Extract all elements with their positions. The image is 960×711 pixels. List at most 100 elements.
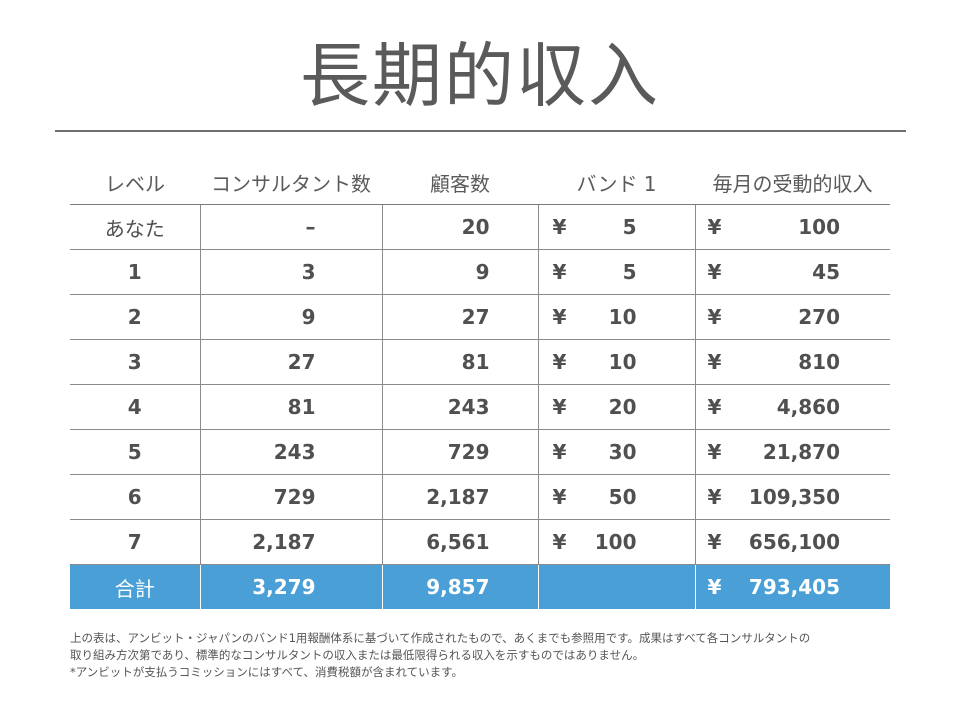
income-cell: ¥45 — [695, 249, 890, 295]
consultants-cell: 243 — [200, 429, 383, 475]
table-row: あなた – 20 ¥5 ¥100 — [70, 204, 890, 250]
total-customers: 9,857 — [382, 564, 539, 609]
header-income: 毎月の受動的収入 — [695, 160, 890, 205]
yen-symbol: ¥ — [552, 350, 567, 374]
income-value: 656,100 — [748, 530, 840, 554]
band-value: 50 — [608, 485, 637, 509]
table-row: 6 729 2,187 ¥50 ¥109,350 — [70, 474, 890, 520]
band-value: 10 — [608, 305, 637, 329]
title-divider — [55, 130, 906, 132]
consultants-cell: – — [200, 204, 383, 250]
income-value: 45 — [812, 260, 840, 284]
yen-symbol: ¥ — [552, 215, 567, 239]
table-row: 2 9 27 ¥10 ¥270 — [70, 294, 890, 340]
band-value: 100 — [594, 530, 637, 554]
customers-cell: 81 — [382, 339, 539, 385]
consultants-cell: 81 — [200, 384, 383, 430]
income-value: 109,350 — [748, 485, 840, 509]
level-cell: 4 — [70, 384, 201, 430]
level-cell: 5 — [70, 429, 201, 475]
band-cell: ¥100 — [538, 519, 696, 565]
band-value: 5 — [622, 215, 637, 239]
band-cell: ¥20 — [538, 384, 696, 430]
income-cell: ¥100 — [695, 204, 890, 250]
band-cell: ¥10 — [538, 294, 696, 340]
yen-symbol: ¥ — [707, 485, 722, 509]
yen-symbol: ¥ — [707, 305, 722, 329]
total-row: 合計 3,279 9,857 ¥793,405 — [70, 564, 890, 609]
income-value: 4,860 — [776, 395, 840, 419]
consultants-cell: 9 — [200, 294, 383, 340]
yen-symbol: ¥ — [552, 440, 567, 464]
total-consultants: 3,279 — [200, 564, 383, 609]
yen-symbol: ¥ — [707, 530, 722, 554]
table-header-row: レベル コンサルタント数 顧客数 バンド 1 毎月の受動的収入 — [70, 160, 890, 205]
level-cell: あなた — [70, 204, 201, 250]
band-cell: ¥5 — [538, 204, 696, 250]
yen-symbol: ¥ — [707, 350, 722, 374]
consultants-cell: 3 — [200, 249, 383, 295]
income-value: 21,870 — [762, 440, 840, 464]
customers-cell: 2,187 — [382, 474, 539, 520]
customers-cell: 9 — [382, 249, 539, 295]
band-value: 20 — [608, 395, 637, 419]
footnote-line: *アンビットが支払うコミッションにはすべて、消費税額が含まれています。 — [70, 665, 463, 679]
yen-symbol: ¥ — [552, 260, 567, 284]
footnotes: 上の表は、アンビット・ジャパンのバンド1用報酬体系に基づいて作成されたもので、あ… — [70, 630, 900, 681]
customers-cell: 729 — [382, 429, 539, 475]
table-row: 4 81 243 ¥20 ¥4,860 — [70, 384, 890, 430]
page-title: 長期的収入 — [300, 35, 660, 117]
income-cell: ¥4,860 — [695, 384, 890, 430]
customers-cell: 20 — [382, 204, 539, 250]
band-cell: ¥5 — [538, 249, 696, 295]
income-value: 100 — [798, 215, 840, 239]
header-level: レベル — [70, 160, 200, 205]
income-cell: ¥21,870 — [695, 429, 890, 475]
band-value: 30 — [608, 440, 637, 464]
yen-symbol: ¥ — [707, 440, 722, 464]
total-band-empty — [538, 564, 696, 609]
total-income-cell: ¥793,405 — [695, 564, 890, 609]
customers-cell: 6,561 — [382, 519, 539, 565]
band-cell: ¥30 — [538, 429, 696, 475]
income-cell: ¥109,350 — [695, 474, 890, 520]
income-value: 810 — [798, 350, 840, 374]
level-cell: 3 — [70, 339, 201, 385]
income-cell: ¥810 — [695, 339, 890, 385]
customers-cell: 243 — [382, 384, 539, 430]
yen-symbol: ¥ — [552, 305, 567, 329]
income-cell: ¥656,100 — [695, 519, 890, 565]
table-row: 7 2,187 6,561 ¥100 ¥656,100 — [70, 519, 890, 565]
yen-symbol: ¥ — [552, 485, 567, 509]
level-cell: 1 — [70, 249, 201, 295]
income-table: レベル コンサルタント数 顧客数 バンド 1 毎月の受動的収入 あなた – 20… — [70, 160, 890, 609]
consultants-cell: 2,187 — [200, 519, 383, 565]
table-row: 5 243 729 ¥30 ¥21,870 — [70, 429, 890, 475]
total-label: 合計 — [70, 564, 201, 609]
total-income-value: 793,405 — [748, 575, 840, 599]
footnote-line: 取り組み方次第であり、標準的なコンサルタントの収入または最低限得られる収入を示す… — [70, 648, 645, 662]
level-cell: 2 — [70, 294, 201, 340]
band-cell: ¥50 — [538, 474, 696, 520]
level-cell: 7 — [70, 519, 201, 565]
header-customers: 顧客数 — [382, 160, 538, 205]
level-cell: 6 — [70, 474, 201, 520]
yen-symbol: ¥ — [707, 260, 722, 284]
band-value: 10 — [608, 350, 637, 374]
yen-symbol: ¥ — [552, 395, 567, 419]
band-cell: ¥10 — [538, 339, 696, 385]
band-value: 5 — [622, 260, 637, 284]
yen-symbol: ¥ — [552, 530, 567, 554]
footnote-line: 上の表は、アンビット・ジャパンのバンド1用報酬体系に基づいて作成されたもので、あ… — [70, 631, 811, 645]
table-row: 1 3 9 ¥5 ¥45 — [70, 249, 890, 295]
table-row: 3 27 81 ¥10 ¥810 — [70, 339, 890, 385]
header-band: バンド 1 — [538, 160, 695, 205]
consultants-cell: 729 — [200, 474, 383, 520]
header-consultants: コンサルタント数 — [200, 160, 382, 205]
yen-symbol: ¥ — [707, 575, 722, 599]
income-value: 270 — [798, 305, 840, 329]
consultants-cell: 27 — [200, 339, 383, 385]
yen-symbol: ¥ — [707, 215, 722, 239]
income-cell: ¥270 — [695, 294, 890, 340]
customers-cell: 27 — [382, 294, 539, 340]
